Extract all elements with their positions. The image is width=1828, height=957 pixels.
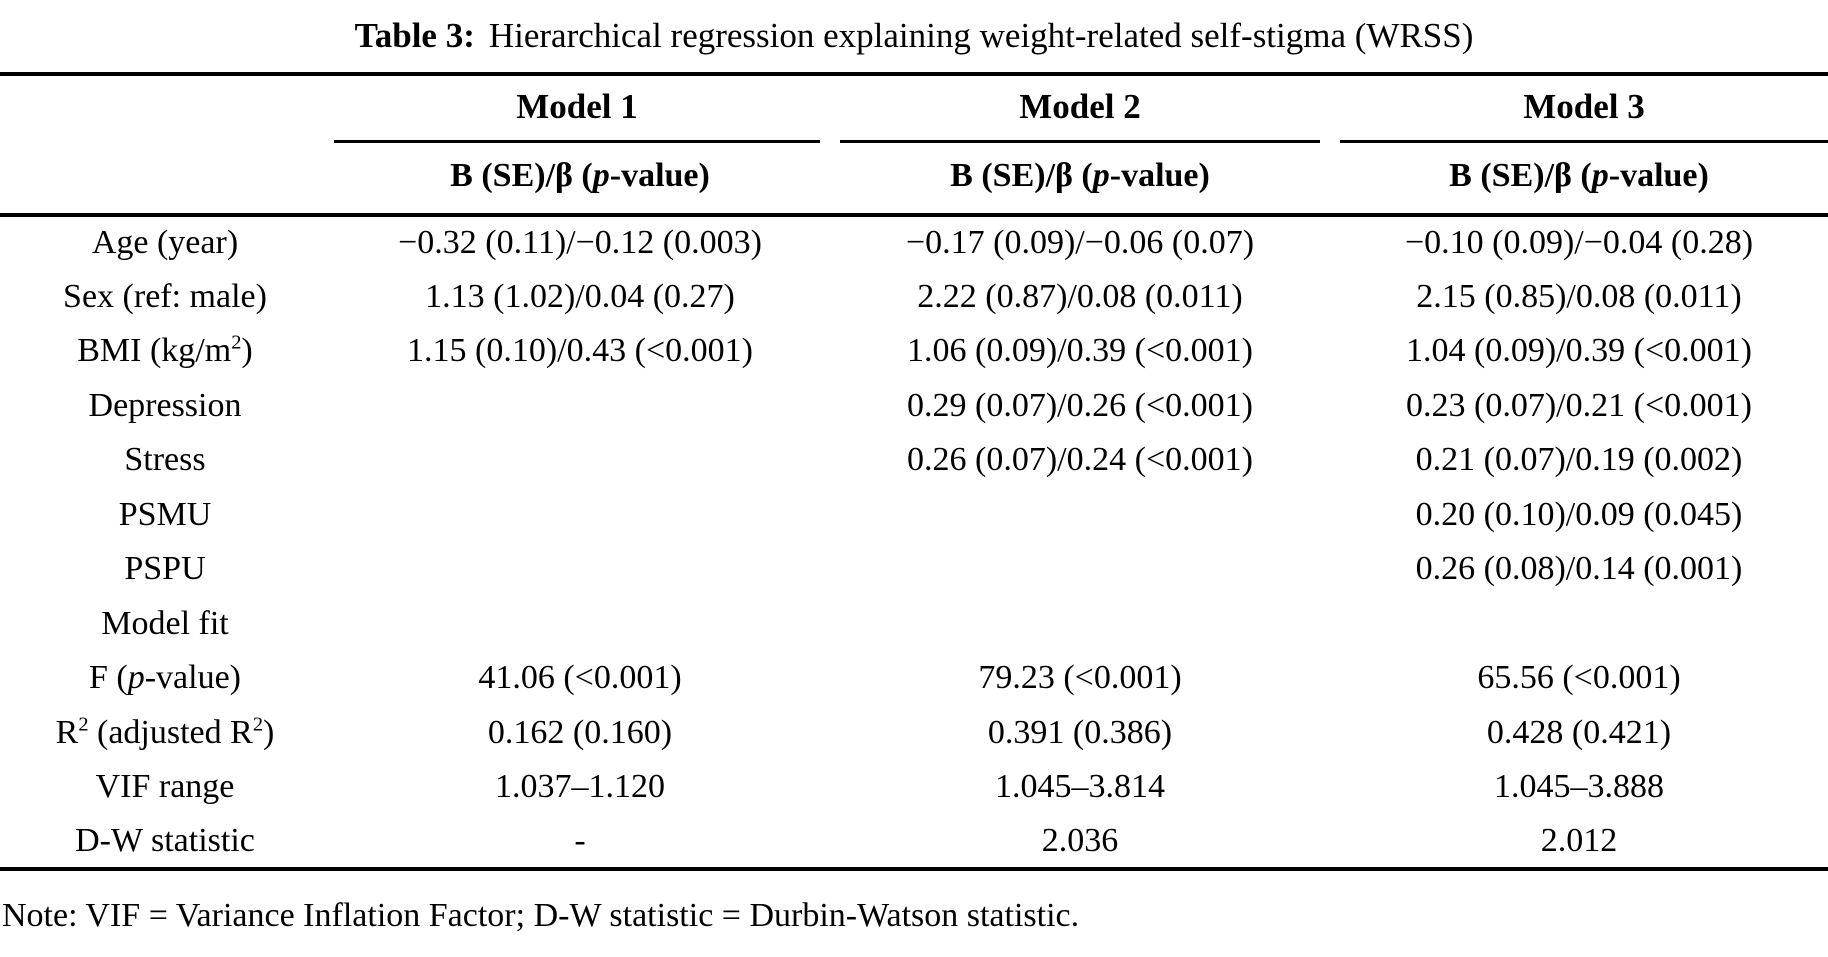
table-body: Age (year) −0.32 (0.11)/−0.12 (0.003) −0.1… [0,215,1828,869]
cell-value: 0.26 (0.08)/0.14 (0.001) [1415,550,1743,588]
cell-value [830,488,1330,543]
cell-value: 0.391 (0.386) [987,713,1173,751]
row-label: Sex (ref: male) [63,277,267,315]
table-row: VIF range 1.037–1.120 1.045–3.814 1.045–3.8… [0,760,1828,815]
table-row: Model fit [0,597,1828,652]
row-label: Model fit [101,604,229,642]
cell-value: 0.29 (0.07)/0.26 (<0.001) [907,386,1253,424]
cell-value: 2.15 (0.85)/0.08 (0.011) [1416,277,1742,315]
table-row: BMI (kg/m2) 1.15 (0.10)/0.43 (<0.001) 1.06… [0,324,1828,379]
row-label: Depression [88,386,242,424]
cell-value: 1.037–1.120 [495,768,665,806]
table-title: Table 3: Hierarchical regression explain… [0,0,1828,72]
cell-value [830,597,1330,652]
row-label: D-W statistic [75,821,255,859]
table-title-text: Hierarchical regression explaining weigh… [488,16,1474,55]
model-3-header: Model 3 [1340,76,1828,143]
table-title-label: Table 3: [354,16,475,55]
table-row: Age (year) −0.32 (0.11)/−0.12 (0.003) −0.1… [0,215,1828,270]
cell-value: 1.04 (0.09)/0.39 (<0.001) [1406,332,1752,370]
model-1-header-cell: Model 1 [330,74,830,143]
cell-value [1330,597,1828,652]
row-label: F (p-value) [88,659,241,697]
row-label: PSPU [124,550,206,588]
model-2-header: Model 2 [840,76,1320,143]
cell-value: 2.012 [1540,821,1618,859]
subheader-row: B (SE)/β (p-value) B (SE)/β (p-value) B … [0,143,1828,217]
cell-value: 1.15 (0.10)/0.43 (<0.001) [407,332,753,370]
model-2-subheader: B (SE)/β (p-value) [830,143,1330,217]
table-row: PSMU 0.20 (0.10)/0.09 (0.045) [0,488,1828,543]
row-label: Stress [124,441,206,479]
cell-value: 2.036 [1041,821,1119,859]
model-3-header-cell: Model 3 [1330,74,1828,143]
cell-value: 41.06 (<0.001) [478,659,682,697]
cell-value: 1.045–3.888 [1494,768,1664,806]
table-row: Sex (ref: male) 1.13 (1.02)/0.04 (0.27) 2.… [0,270,1828,325]
cell-value [830,542,1330,597]
cell-value: 0.26 (0.07)/0.24 (<0.001) [907,441,1253,479]
cell-value: 1.045–3.814 [995,768,1165,806]
cell-value [330,488,830,543]
table-row: R2 (adjusted R2) 0.162 (0.160) 0.391 (0.38… [0,706,1828,761]
model-3-subheader: B (SE)/β (p-value) [1330,143,1828,217]
row-label: BMI (kg/m2) [77,331,253,370]
cell-value: 79.23 (<0.001) [978,659,1182,697]
row-label: R2 (adjusted R2) [55,713,275,751]
model-1-subheader: B (SE)/β (p-value) [330,143,830,217]
table-row: Stress 0.26 (0.07)/0.24 (<0.001) 0.21 (0.0… [0,433,1828,488]
stub-cell [0,143,330,217]
row-label: Age (year) [91,224,239,262]
cell-value: - [574,821,586,859]
table-row: F (p-value) 41.06 (<0.001) 79.23 (<0.001) 6… [0,651,1828,706]
cell-value: −0.17 (0.09)/−0.06 (0.07) [905,224,1255,262]
cell-value: 0.428 (0.421) [1486,713,1672,751]
cell-value [330,433,830,488]
row-label: PSMU [118,495,212,533]
cell-value [330,379,830,434]
regression-table: Model 1 Model 2 Model 3 B (SE)/β (p-valu… [0,72,1828,871]
row-label: VIF range [95,768,235,806]
table-row: Depression 0.29 (0.07)/0.26 (<0.001) 0.23 … [0,379,1828,434]
cell-value: 65.56 (<0.001) [1477,659,1681,697]
cell-value: 0.23 (0.07)/0.21 (<0.001) [1406,386,1752,424]
cell-value: −0.10 (0.09)/−0.04 (0.28) [1404,224,1754,262]
table-row: PSPU 0.26 (0.08)/0.14 (0.001) [0,542,1828,597]
cell-value [330,542,830,597]
cell-value: 0.162 (0.160) [487,713,673,751]
cell-value: 1.06 (0.09)/0.39 (<0.001) [907,332,1253,370]
table-header: Model 1 Model 2 Model 3 B (SE)/β (p-valu… [0,74,1828,217]
table-row: D-W statistic - 2.036 2.012 [0,815,1828,870]
cell-value: 0.21 (0.07)/0.19 (0.002) [1415,441,1743,479]
model-header-row: Model 1 Model 2 Model 3 [0,74,1828,143]
cell-value: 0.20 (0.10)/0.09 (0.045) [1415,495,1743,533]
model-2-header-cell: Model 2 [830,74,1330,143]
stub-cell [0,74,330,143]
table-note: Note: VIF = Variance Inflation Factor; D… [2,897,1080,934]
model-1-header: Model 1 [334,76,820,143]
cell-value: 1.13 (1.02)/0.04 (0.27) [425,277,735,315]
cell-value [330,597,830,652]
cell-value: −0.32 (0.11)/−0.12 (0.003) [398,224,762,262]
cell-value: 2.22 (0.87)/0.08 (0.011) [917,277,1243,315]
